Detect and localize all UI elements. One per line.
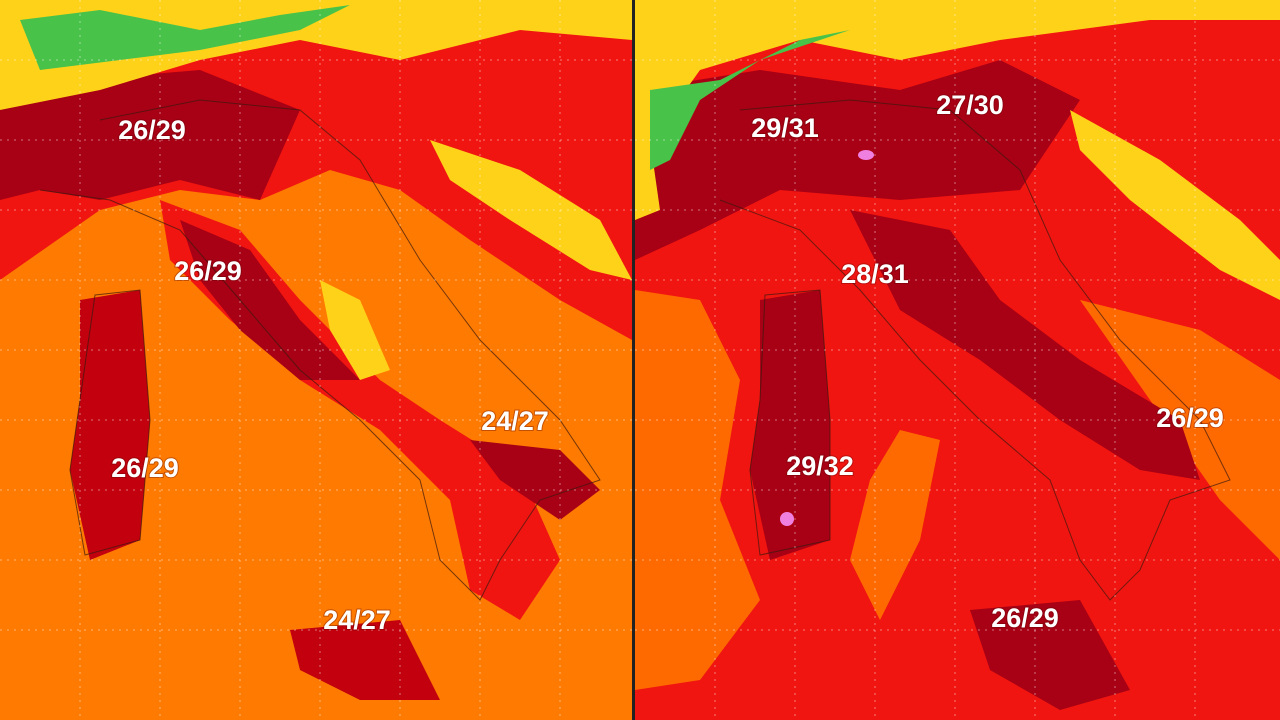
temperature-label: 28/31 bbox=[841, 259, 909, 289]
temperature-label: 26/29 bbox=[991, 603, 1059, 633]
temperature-label: 29/31 bbox=[751, 113, 819, 143]
divider bbox=[632, 0, 635, 720]
temperature-label: 26/29 bbox=[1156, 403, 1224, 433]
right-map bbox=[635, 0, 1280, 720]
temperature-label: 24/27 bbox=[481, 406, 549, 436]
temperature-label: 26/29 bbox=[118, 115, 186, 145]
temperature-label: 26/29 bbox=[174, 256, 242, 286]
temperature-label: 27/30 bbox=[936, 90, 1004, 120]
grid bbox=[635, 0, 1280, 720]
temperature-label: 29/32 bbox=[786, 451, 854, 481]
temperature-label: 24/27 bbox=[323, 605, 391, 635]
labels: 26/29 26/29 26/29 24/27 24/27 29/31 27/30 28/31… bbox=[110, 89, 1225, 636]
temperature-label: 26/29 bbox=[111, 453, 179, 483]
left-map bbox=[0, 0, 632, 720]
grid bbox=[0, 0, 632, 720]
